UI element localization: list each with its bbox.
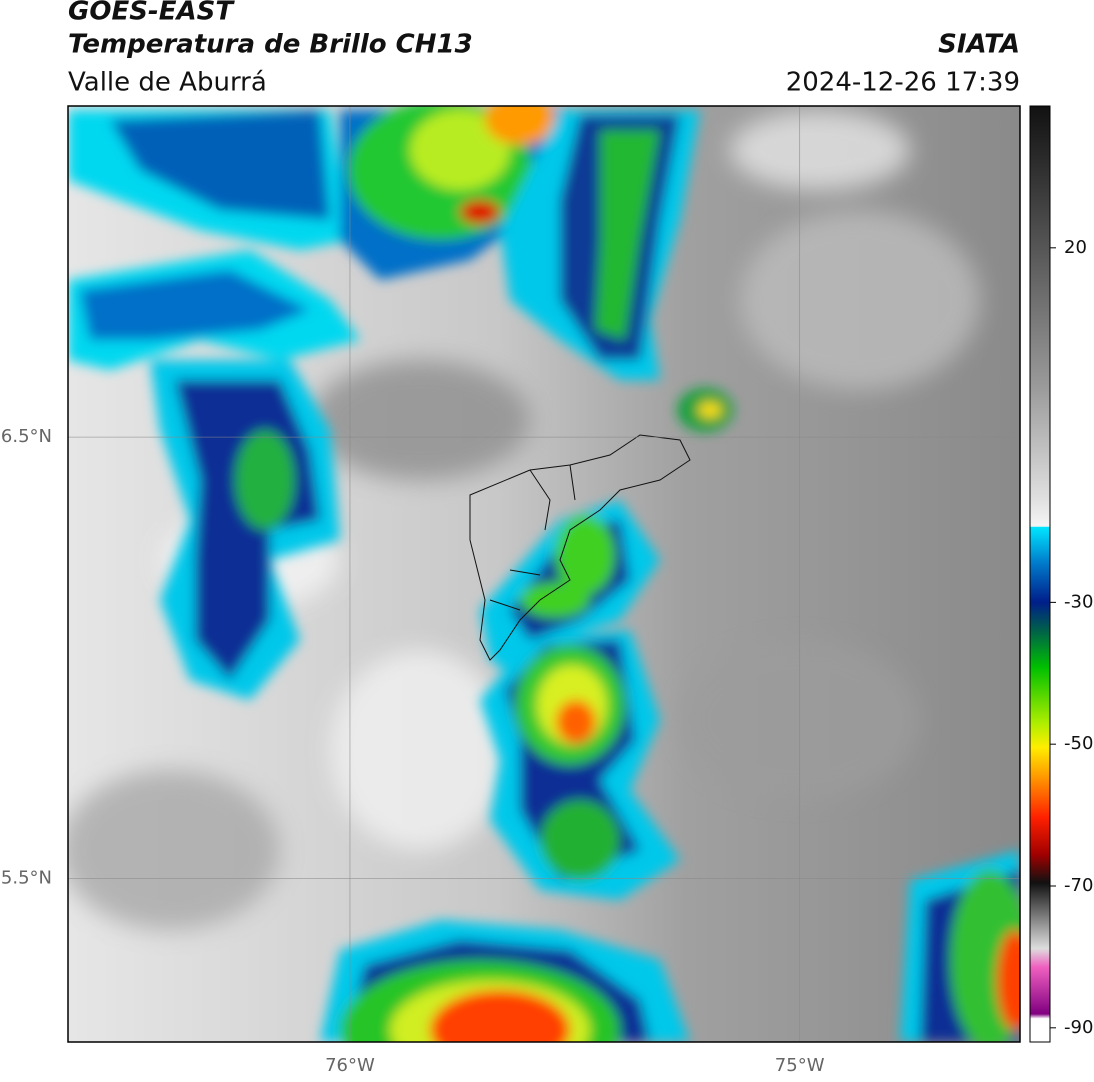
title: GOES-EAST	[68, 0, 235, 27]
y-tick-label: 6.5°N	[1, 426, 52, 447]
colorbar-ticks: 20 -30 -50 -70 -90	[1050, 237, 1093, 1038]
colorbar	[1029, 105, 1051, 1043]
region: Valle de Aburrá	[68, 68, 267, 98]
satellite-image	[68, 106, 1020, 1042]
subtitle: Temperatura de Brillo CH13	[68, 30, 473, 60]
x-tick-label: 75°W	[775, 1055, 825, 1076]
source: SIATA	[938, 30, 1020, 60]
y-tick-label: 5.5°N	[1, 868, 52, 889]
graticule	[68, 106, 1020, 1042]
colorbar-tick-label: -90	[1064, 1017, 1093, 1038]
colorbar-tick-label: -30	[1064, 591, 1093, 612]
colorbar-tick-label: -50	[1064, 733, 1093, 754]
colorbar-tick-label: 20	[1064, 237, 1087, 258]
colorbar-tick-label: -70	[1064, 875, 1093, 896]
map-frame	[67, 105, 1021, 1043]
x-tick-label: 76°W	[325, 1055, 375, 1076]
datetime: 2024-12-26 17:39	[786, 68, 1020, 98]
